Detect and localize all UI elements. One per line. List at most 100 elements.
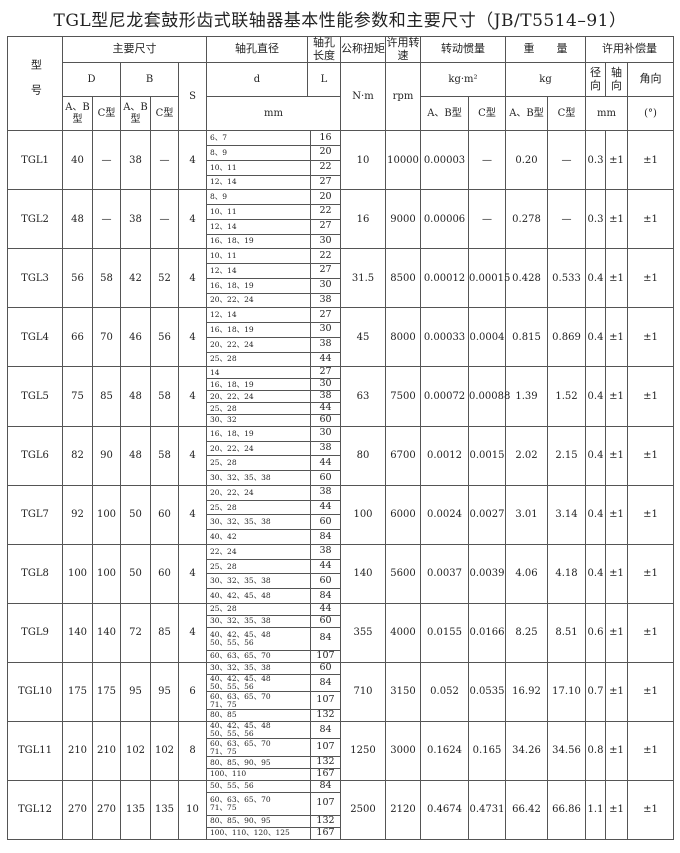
cell-j-ab: 0.1624 xyxy=(420,720,469,781)
bore-diameters: 14 xyxy=(207,367,311,379)
bore-diameters: 16、18、19 xyxy=(207,278,311,293)
bore-length: 60 xyxy=(319,661,332,673)
cell-d-c: 175 xyxy=(92,661,121,722)
bore-row: 10、11 22 xyxy=(207,249,340,264)
cell-b-c: 95 xyxy=(150,661,179,722)
bore-row: 25、28 44 xyxy=(207,455,340,471)
bore-diameter-line: 10、11 xyxy=(210,251,237,261)
bore-diameters: 100、110 xyxy=(207,768,311,780)
cell-torque: 355 xyxy=(340,602,386,663)
bore-diameter-line: 25、28 xyxy=(210,403,237,413)
bore-diameter-line: 20、22、24 xyxy=(210,295,254,305)
bore-diameter-line: 16、18、19 xyxy=(210,324,254,334)
bore-diameter-line: 80、85、90、95 xyxy=(210,757,271,767)
bore-diameter-line: 30、32 xyxy=(210,415,237,425)
bore-diameters: 20、22、24 xyxy=(207,441,311,456)
bore-length: 60 xyxy=(319,413,332,425)
cell-speed: 10000 xyxy=(385,130,421,191)
cell-w-c: 0.533 xyxy=(547,248,586,309)
bore-diameter-line: 100、110、120、125 xyxy=(210,828,290,838)
cell-angular: ±1 xyxy=(626,602,675,663)
bore-diameters: 20、22、24 xyxy=(207,485,311,500)
header-comp-deg: (°) xyxy=(626,96,675,132)
bore-diameters: 30、32 xyxy=(207,414,311,426)
cell-j-c: 0.00015 xyxy=(468,248,510,309)
bore-length: 60 xyxy=(319,471,332,483)
bore-diameters: 12、14 xyxy=(207,308,311,323)
header-model: 型号 xyxy=(7,35,63,132)
bore-diameters: 12、14 xyxy=(207,219,311,234)
bore-list: 6、7 16 8、9 20 10、11 22 12、14 27 xyxy=(206,130,341,191)
bore-diameter-line: 8、9 xyxy=(210,147,228,157)
bore-length: 30 xyxy=(319,378,332,390)
cell-angular: ±1 xyxy=(626,307,675,368)
header-D-c: C型 xyxy=(92,96,121,132)
cell-d-ab: 100 xyxy=(62,543,93,604)
cell-w-c: — xyxy=(547,130,586,191)
bore-diameter-line: 50、55、56 xyxy=(210,682,254,692)
cell-j-ab: 0.4674 xyxy=(420,779,469,840)
bore-length: 30 xyxy=(319,234,332,246)
cell-angular: ±1 xyxy=(626,130,675,191)
cell-model: TGL9 xyxy=(7,602,63,663)
bore-diameters: 16、18、19 xyxy=(207,323,311,337)
bore-length: 38 xyxy=(319,486,332,498)
cell-d-ab: 82 xyxy=(62,425,93,486)
cell-j-ab: 0.0037 xyxy=(420,543,469,604)
bore-diameters: 16、18、19 xyxy=(207,379,311,391)
cell-radial: 0.4 xyxy=(585,484,606,545)
cell-radial: 0.3 xyxy=(585,130,606,191)
cell-radial: 0.8 xyxy=(585,720,606,781)
bore-diameter-line: 80、85 xyxy=(210,710,237,720)
cell-j-c: 0.0015 xyxy=(468,425,506,486)
cell-angular: ±1 xyxy=(626,425,675,486)
cell-s: 4 xyxy=(178,484,207,545)
cell-j-c: 0.0027 xyxy=(468,484,506,545)
cell-speed: 6000 xyxy=(385,484,421,545)
cell-j-ab: 0.0012 xyxy=(420,425,469,486)
bore-diameter-line: 60、63、65、70 xyxy=(210,795,271,805)
bore-diameter-line: 20、22、24 xyxy=(210,339,254,349)
bore-diameter-line: 30、32、35、38 xyxy=(210,473,271,483)
cell-angular: ±1 xyxy=(626,366,675,427)
cell-model: TGL3 xyxy=(7,248,63,309)
bore-length: 167 xyxy=(316,826,335,838)
cell-j-ab: 0.052 xyxy=(420,661,469,722)
bore-length: 132 xyxy=(316,756,335,768)
bore-diameters: 20、22、24 xyxy=(207,293,311,308)
bore-diameter-line: 40、42 xyxy=(210,532,237,542)
cell-b-c: 102 xyxy=(150,720,179,781)
cell-w-ab: 66.42 xyxy=(505,779,548,840)
cell-j-c: 0.00088 xyxy=(468,366,510,427)
bore-row: 60、63、65、70 71、75 107 xyxy=(207,691,340,709)
bore-length: 84 xyxy=(319,589,332,601)
cell-b-ab: 38 xyxy=(120,189,151,250)
table-row: TGL8 100 100 50 60 4 22、24 38 25、28 44 30、32、35、38… xyxy=(7,543,675,604)
cell-d-ab: 66 xyxy=(62,307,93,368)
cell-d-ab: 175 xyxy=(62,661,93,722)
header-weight: 重 量 xyxy=(505,35,586,64)
bore-diameters: 80、85 xyxy=(207,709,311,721)
cell-b-c: 60 xyxy=(150,484,179,545)
header-comp-mm: mm xyxy=(585,96,628,132)
bore-length: 44 xyxy=(319,402,332,414)
bore-diameter-line: 16、18、19 xyxy=(210,379,254,389)
bore-diameter-line: 25、28 xyxy=(210,354,237,364)
cell-b-ab: 38 xyxy=(120,130,151,191)
bore-length: 20 xyxy=(319,146,332,158)
cell-d-c: 90 xyxy=(92,425,121,486)
cell-speed: 2120 xyxy=(385,779,421,840)
cell-axial: ±1 xyxy=(605,366,628,427)
cell-w-c: 8.51 xyxy=(547,602,586,663)
bore-row: 60、63、65、70 107 xyxy=(207,649,340,662)
cell-d-c: 270 xyxy=(92,779,121,840)
bore-diameter-line: 50、55、56 xyxy=(210,637,254,647)
cell-d-ab: 56 xyxy=(62,248,93,309)
cell-s: 4 xyxy=(178,425,207,486)
table-row: TGL11 210 210 102 102 8 40、42、45、48 50、55、56 84 6… xyxy=(7,720,675,781)
bore-length: 38 xyxy=(319,390,332,402)
bore-list: 20、22、24 38 25、28 44 30、32、35、38 60 40、42 84 xyxy=(206,484,341,545)
header-D-ab: A、B型 xyxy=(62,96,93,132)
cell-s: 4 xyxy=(178,602,207,663)
bore-row: 30、32、35、38 60 xyxy=(207,661,340,674)
